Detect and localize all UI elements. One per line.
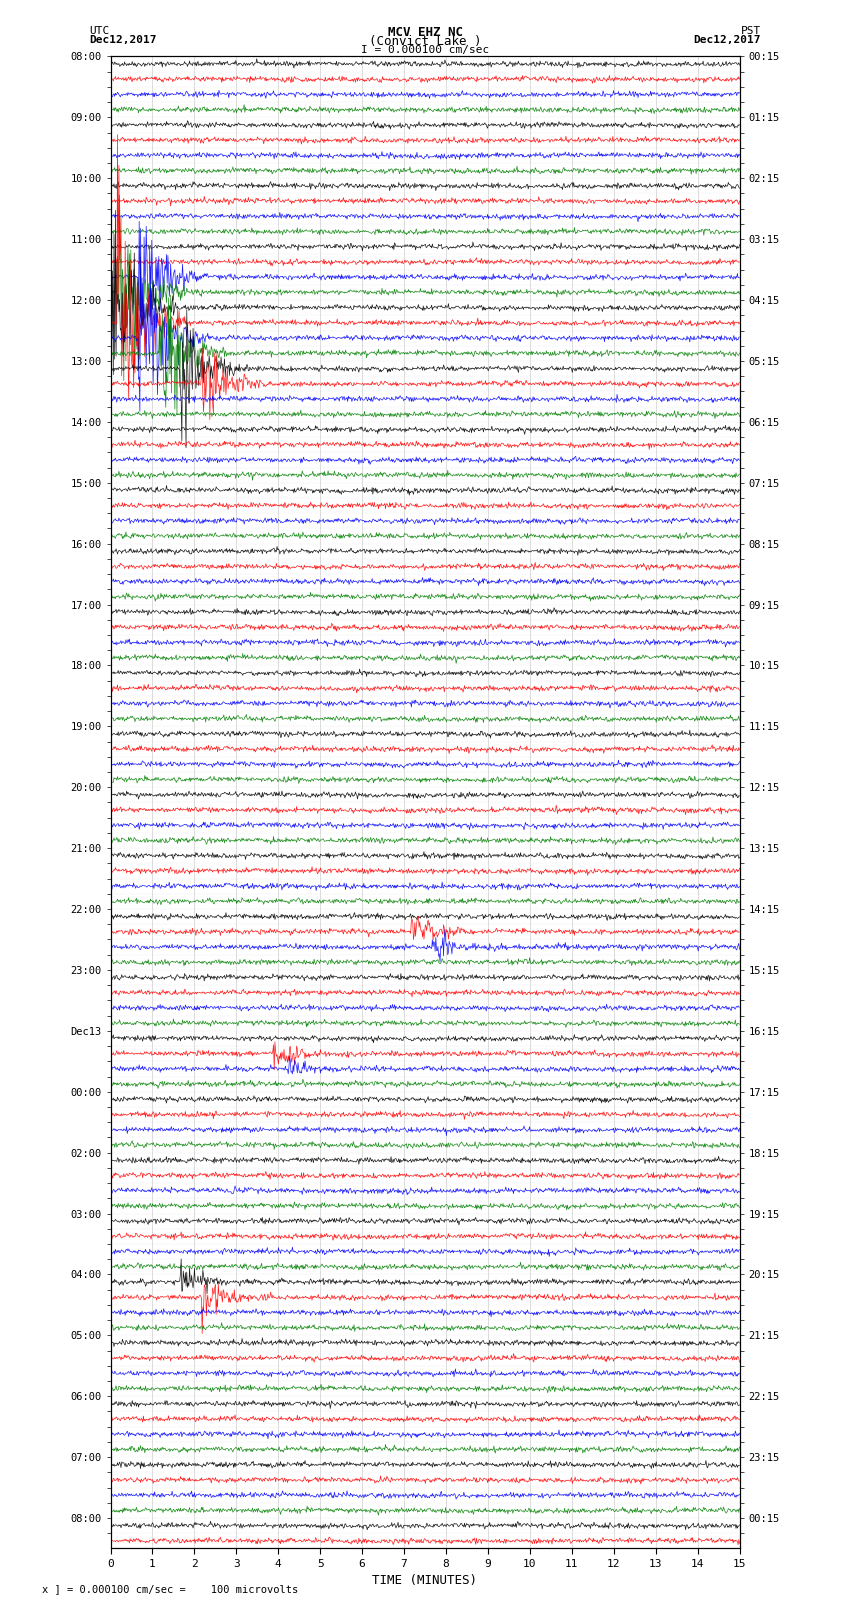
Text: UTC: UTC	[89, 26, 110, 35]
Text: I = 0.000100 cm/sec: I = 0.000100 cm/sec	[361, 45, 489, 55]
Text: Dec12,2017: Dec12,2017	[89, 35, 156, 45]
Text: (Convict Lake ): (Convict Lake )	[369, 35, 481, 48]
Text: x ] = 0.000100 cm/sec =    100 microvolts: x ] = 0.000100 cm/sec = 100 microvolts	[42, 1584, 298, 1594]
Text: PST: PST	[740, 26, 761, 35]
X-axis label: TIME (MINUTES): TIME (MINUTES)	[372, 1574, 478, 1587]
Text: MCV EHZ NC: MCV EHZ NC	[388, 26, 462, 39]
Text: Dec12,2017: Dec12,2017	[694, 35, 761, 45]
